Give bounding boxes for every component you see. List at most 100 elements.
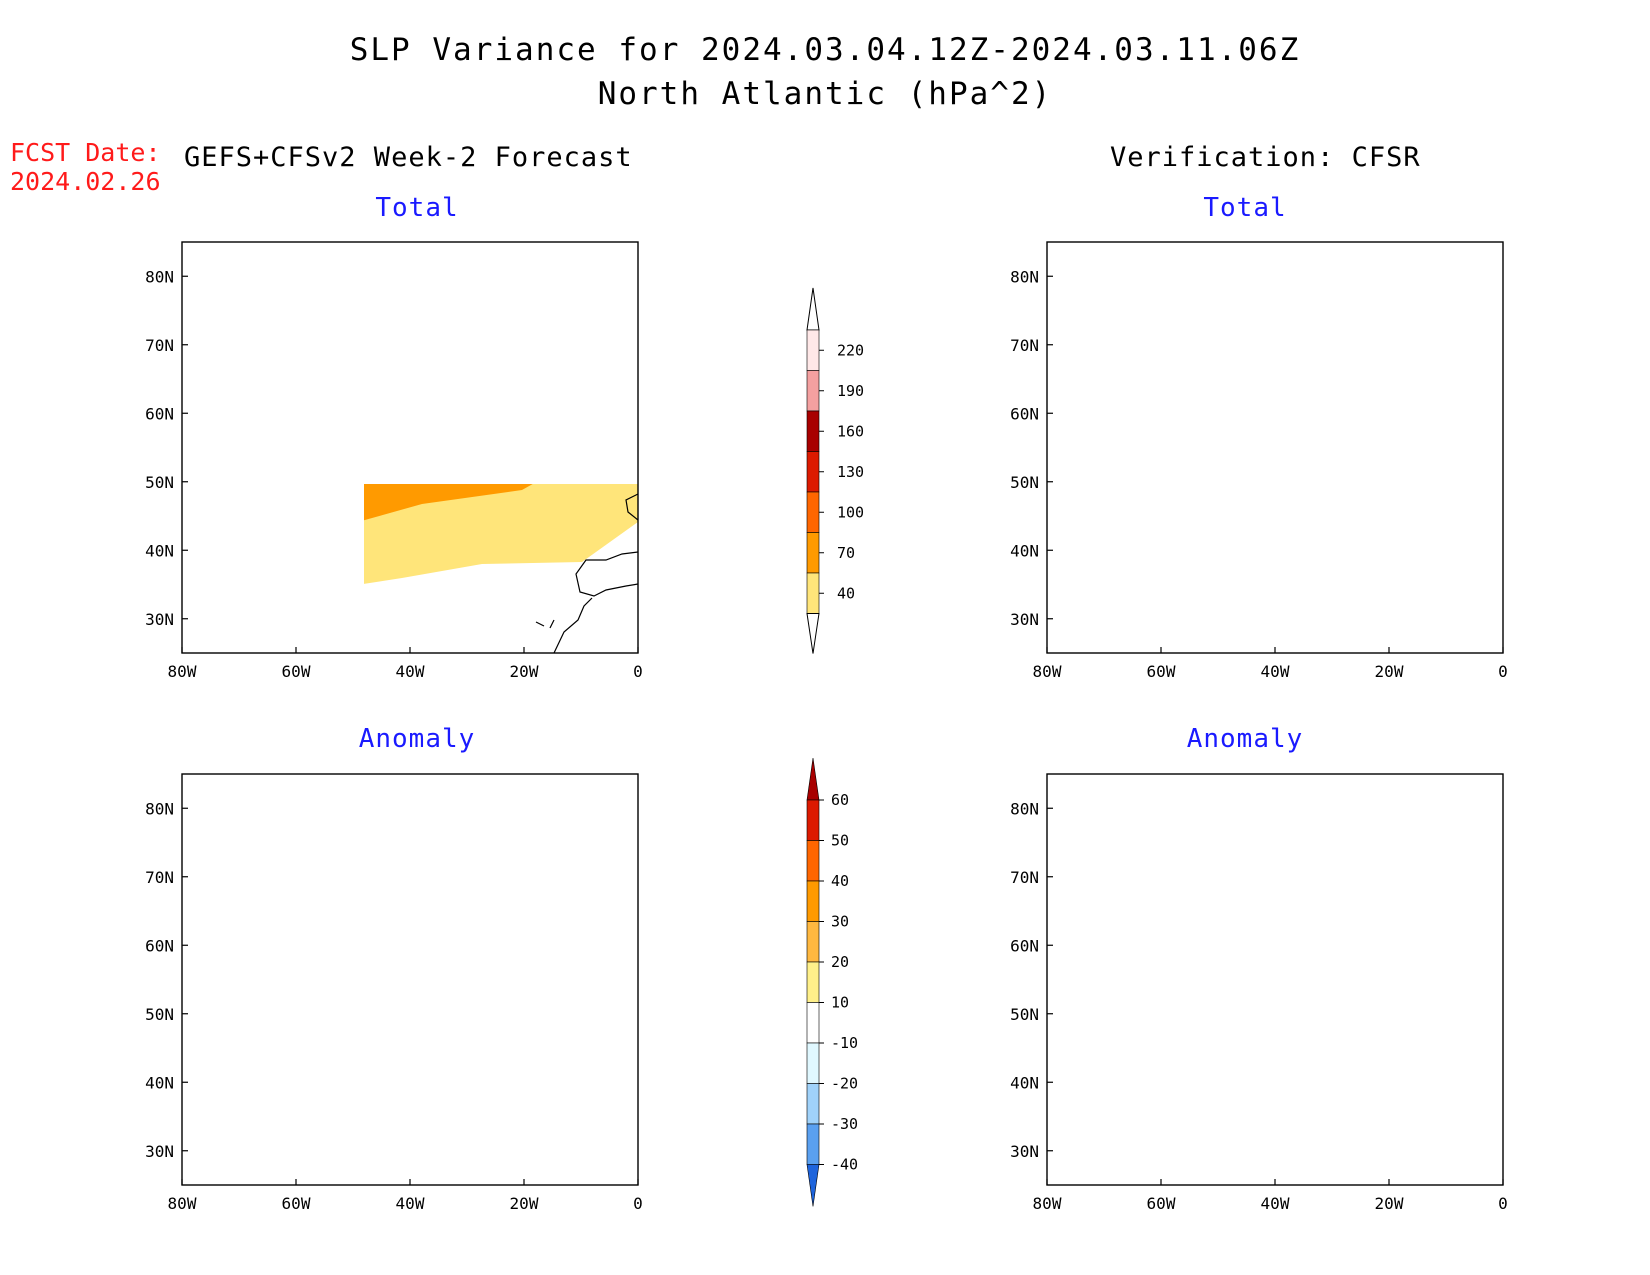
forecast-date-value: 2024.02.26 — [10, 167, 161, 196]
verification-total-map — [1047, 242, 1503, 653]
forecast-heading: GEFS+CFSv2 Week-2 Forecast — [184, 142, 633, 173]
colorbar-anomaly-swatch — [806, 1042, 820, 1084]
verification-heading: Verification: CFSR — [1110, 142, 1421, 173]
colorbar-total-label: 40 — [837, 584, 855, 602]
lat-tick-label: 70N — [1010, 868, 1039, 887]
lon-tick-label: 40W — [396, 662, 425, 681]
colorbar-total-swatch — [806, 410, 820, 452]
lon-tick-label: 60W — [282, 662, 311, 681]
colorbar-total: 220 190 160 130 100 70 40 — [806, 287, 864, 654]
lon-tick-label: 40W — [1261, 662, 1290, 681]
colorbar-anomaly-swatch — [806, 1083, 820, 1125]
colorbar-total-top-arrow — [806, 287, 820, 331]
colorbar-total-swatch — [806, 491, 820, 533]
colorbar-anomaly-swatch — [806, 921, 820, 963]
colorbar-total-label: 160 — [837, 422, 864, 440]
colorbar-anomaly-label: -30 — [831, 1115, 858, 1133]
colorbar-anomaly-label: -20 — [831, 1075, 858, 1093]
lat-tick-label: 40N — [1010, 1073, 1039, 1092]
colorbar-anomaly: 60 50 40 30 20 10 -10 -20 -30 -40 — [806, 757, 858, 1207]
colorbar-total-label: 220 — [837, 341, 864, 359]
lat-tick-label: 80N — [1010, 799, 1039, 818]
colorbar-anomaly-label: 10 — [831, 994, 849, 1012]
colorbar-anomaly-bottom-arrow — [806, 1164, 820, 1207]
lat-tick-label: 50N — [1010, 473, 1039, 492]
lon-tick-label: 40W — [1261, 1194, 1290, 1213]
lon-tick-label: 0 — [1498, 1194, 1508, 1213]
colorbar-anomaly-label: 30 — [831, 913, 849, 931]
colorbar-total-swatch — [806, 451, 820, 493]
colorbar-anomaly-swatch — [806, 880, 820, 922]
lon-tick-label: 0 — [1498, 662, 1508, 681]
lon-tick-label: 0 — [633, 662, 643, 681]
lat-tick-label: 60N — [145, 936, 174, 955]
panel-title-forecast-total: Total — [375, 193, 459, 223]
lat-tick-label: 70N — [1010, 336, 1039, 355]
colorbar-anomaly-swatch — [806, 961, 820, 1003]
colorbar-total-swatch — [806, 329, 820, 371]
lat-tick-label: 40N — [145, 541, 174, 560]
lat-tick-label: 80N — [145, 267, 174, 286]
lon-tick-label: 20W — [1375, 662, 1404, 681]
colorbar-total-bottom-arrow — [806, 613, 820, 654]
panel-title-forecast-anomaly: Anomaly — [358, 724, 476, 754]
forecast-anomaly-map — [182, 774, 638, 1185]
colorbar-anomaly-label: 50 — [831, 832, 849, 850]
forecast-date: FCST Date: 2024.02.26 — [10, 138, 161, 196]
colorbar-total-label: 130 — [837, 463, 864, 481]
lat-tick-label: 60N — [1010, 936, 1039, 955]
lat-tick-label: 50N — [145, 1005, 174, 1024]
verification-anomaly-frame — [1046, 773, 1504, 1186]
colorbar-anomaly-swatch — [806, 840, 820, 882]
verification-anomaly-map — [1047, 774, 1503, 1185]
colorbar-anomaly-swatch — [806, 1002, 820, 1044]
lon-tick-label: 20W — [510, 1194, 539, 1213]
lat-tick-label: 60N — [145, 404, 174, 423]
axis-labels: 80W 60W 40W 20W 0 80N 70N 60N 50N 40N 30N 80W 60W 40W… — [145, 267, 1508, 1213]
lon-tick-label: 80W — [1033, 1194, 1062, 1213]
lon-tick-label: 0 — [633, 1194, 643, 1213]
lat-tick-label: 80N — [145, 799, 174, 818]
lat-tick-label: 80N — [1010, 267, 1039, 286]
lat-tick-label: 60N — [1010, 404, 1039, 423]
forecast-total-map — [364, 484, 639, 654]
panel-title-verification-anomaly: Anomaly — [1186, 724, 1304, 754]
lat-tick-label: 30N — [1010, 1142, 1039, 1161]
lat-tick-label: 30N — [145, 1142, 174, 1161]
lat-tick-label: 40N — [1010, 541, 1039, 560]
colorbar-total-label: 100 — [837, 503, 864, 521]
lat-tick-label: 70N — [145, 868, 174, 887]
lat-tick-label: 50N — [145, 473, 174, 492]
colorbar-total-swatch — [806, 370, 820, 412]
panel-title-verification-total: Total — [1203, 193, 1287, 223]
colorbar-total-swatch — [806, 572, 820, 614]
colorbar-anomaly-label: 40 — [831, 872, 849, 890]
lat-tick-label: 50N — [1010, 1005, 1039, 1024]
lon-tick-label: 20W — [1375, 1194, 1404, 1213]
forecast-date-label: FCST Date: — [10, 138, 161, 167]
colorbar-anomaly-label: 20 — [831, 953, 849, 971]
lon-tick-label: 20W — [510, 662, 539, 681]
lat-tick-label: 30N — [1010, 610, 1039, 629]
lat-tick-label: 30N — [145, 610, 174, 629]
verification-total-frame — [1046, 241, 1504, 654]
main-subtitle: North Atlantic (hPa^2) — [597, 76, 1053, 112]
colorbar-anomaly-label: -10 — [831, 1034, 858, 1052]
main-title: SLP Variance for 2024.03.04.12Z-2024.03.… — [349, 32, 1301, 68]
lat-tick-label: 70N — [145, 336, 174, 355]
colorbar-anomaly-swatch — [806, 1123, 820, 1165]
colorbar-anomaly-label: 60 — [831, 791, 849, 809]
colorbar-total-label: 70 — [837, 544, 855, 562]
colorbar-anomaly-swatch — [806, 799, 820, 841]
lon-tick-label: 60W — [1147, 1194, 1176, 1213]
lon-tick-label: 40W — [396, 1194, 425, 1213]
colorbar-total-label: 190 — [837, 382, 864, 400]
colorbar-anomaly-label: -40 — [831, 1156, 858, 1174]
colorbar-total-swatch — [806, 532, 820, 574]
forecast-anomaly-frame — [181, 773, 639, 1186]
lon-tick-label: 80W — [168, 662, 197, 681]
lon-tick-label: 60W — [1147, 662, 1176, 681]
lon-tick-label: 80W — [1033, 662, 1062, 681]
lat-tick-label: 40N — [145, 1073, 174, 1092]
